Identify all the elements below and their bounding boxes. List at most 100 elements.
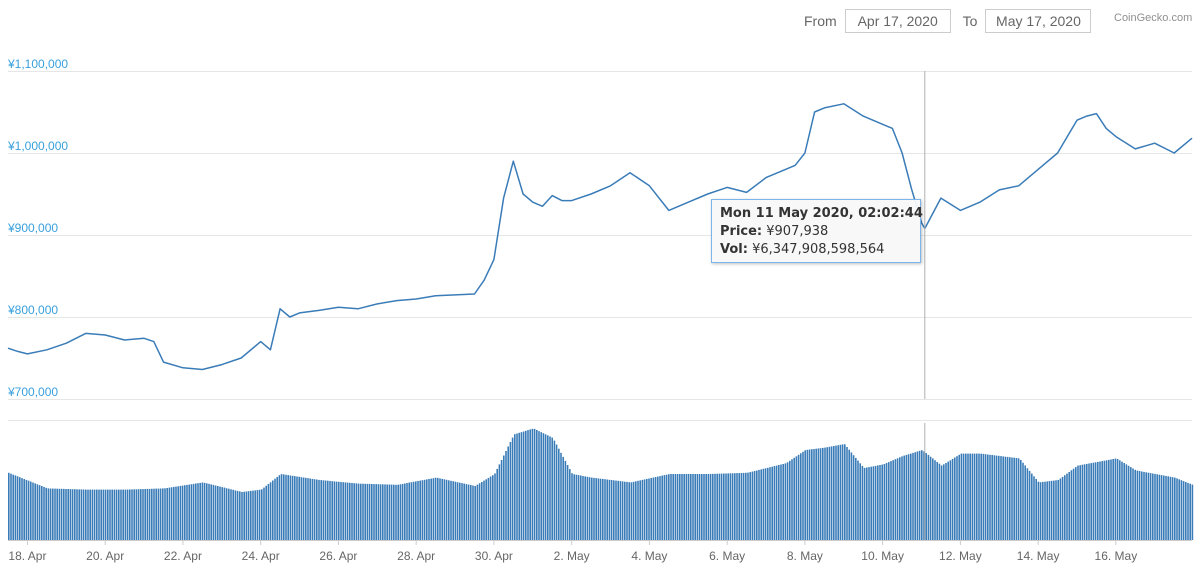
volume-bar [663,475,666,540]
volume-bar [709,473,712,540]
volume-bar [672,474,674,540]
volume-bar [558,448,560,540]
volume-bar [287,475,289,540]
volume-bar [533,428,536,540]
volume-bar [131,489,133,540]
volume-bar [764,468,767,540]
volume-bar [1064,475,1066,540]
volume-bar [1101,461,1103,540]
volume-bar [465,484,468,540]
volume-bar [936,462,938,540]
volume-bar [146,488,149,540]
volume-bar [795,456,798,540]
volume-bar [547,435,549,540]
from-date-input[interactable]: Apr 17, 2020 [844,9,951,33]
volume-bar [852,455,855,540]
y-tick-label: ¥800,000 [7,303,58,317]
volume-bar [661,475,663,540]
volume-bar [1108,459,1110,540]
volume-bar [967,453,969,540]
volume-bar [208,483,210,540]
volume-bar [324,480,327,540]
volume-bar [423,479,426,540]
volume-bar [450,480,452,540]
volume-bar [452,481,454,540]
volume-bar [399,484,402,540]
volume-bar [1178,479,1180,540]
volume-bar [360,483,362,540]
y-tick-label: ¥700,000 [7,385,58,399]
volume-bar [1094,462,1097,540]
volume-bar [245,491,248,540]
volume-bar [648,478,650,540]
volume-bar [206,483,208,540]
volume-bar [1167,476,1169,540]
volume-bar [1136,470,1139,540]
volume-bar [408,482,410,540]
volume-bar [811,449,813,540]
y-tick-label: ¥900,000 [7,221,58,235]
volume-bar [577,475,580,540]
volume-bar [58,488,61,540]
volume-bar [1110,459,1112,540]
volume-bar [883,464,886,540]
volume-bar [49,488,52,540]
volume-bar [1180,480,1183,540]
volume-bar [10,473,12,540]
volume-bar [989,454,991,540]
volume-bar [822,447,824,540]
volume-bar [234,490,237,540]
volume-bar [566,465,569,540]
volume-bar [654,477,657,540]
x-tick-label: 8. May [787,549,823,563]
volume-bar [219,486,221,540]
volume-bar [126,489,129,540]
volume-bar [283,474,285,540]
volume-bar [729,473,732,540]
volume-bar [1121,461,1123,540]
tooltip-price-value: ¥907,938 [766,224,829,239]
volume-bar [162,488,164,540]
volume-bar [217,486,219,540]
volume-bar [1072,468,1075,540]
volume-bar [868,467,870,540]
volume-bar [1182,481,1185,540]
volume-bar [201,482,204,540]
volume-bar [45,487,47,540]
volume-bar [751,471,754,540]
volume-bar [327,480,329,540]
chart-credit-link[interactable]: CoinGecko.com [1114,12,1193,24]
volume-bar [357,483,360,540]
volume-bar [474,486,476,540]
volume-bar [481,482,483,540]
volume-bar [599,478,602,540]
volume-bar [375,484,377,540]
volume-bar [373,484,375,540]
volume-bar [529,429,531,540]
volume-bar [113,489,116,540]
volume-bar [1070,470,1073,540]
volume-bar [1097,461,1099,540]
volume-bar [969,453,971,540]
volume-bar [509,442,512,540]
volume-bar [463,483,465,540]
volume-bar [159,488,162,540]
volume-bar [1143,471,1145,540]
volume-bar [342,482,344,540]
to-date-input[interactable]: May 17, 2020 [985,9,1092,33]
volume-bar [923,451,925,540]
volume-bar [890,461,892,540]
x-tick-label: 28. Apr [397,549,435,563]
volume-bar [23,479,25,540]
volume-bar [472,485,474,540]
volume-bar [371,484,373,540]
volume-bar [637,480,639,540]
volume-bar [1044,481,1046,540]
volume-bar [522,431,525,540]
volume-bar [467,484,470,540]
volume-bar [173,486,175,540]
volume-bar [630,482,633,540]
volume-bar [874,465,877,540]
volume-bar [681,474,683,540]
volume-bar [1112,459,1114,540]
